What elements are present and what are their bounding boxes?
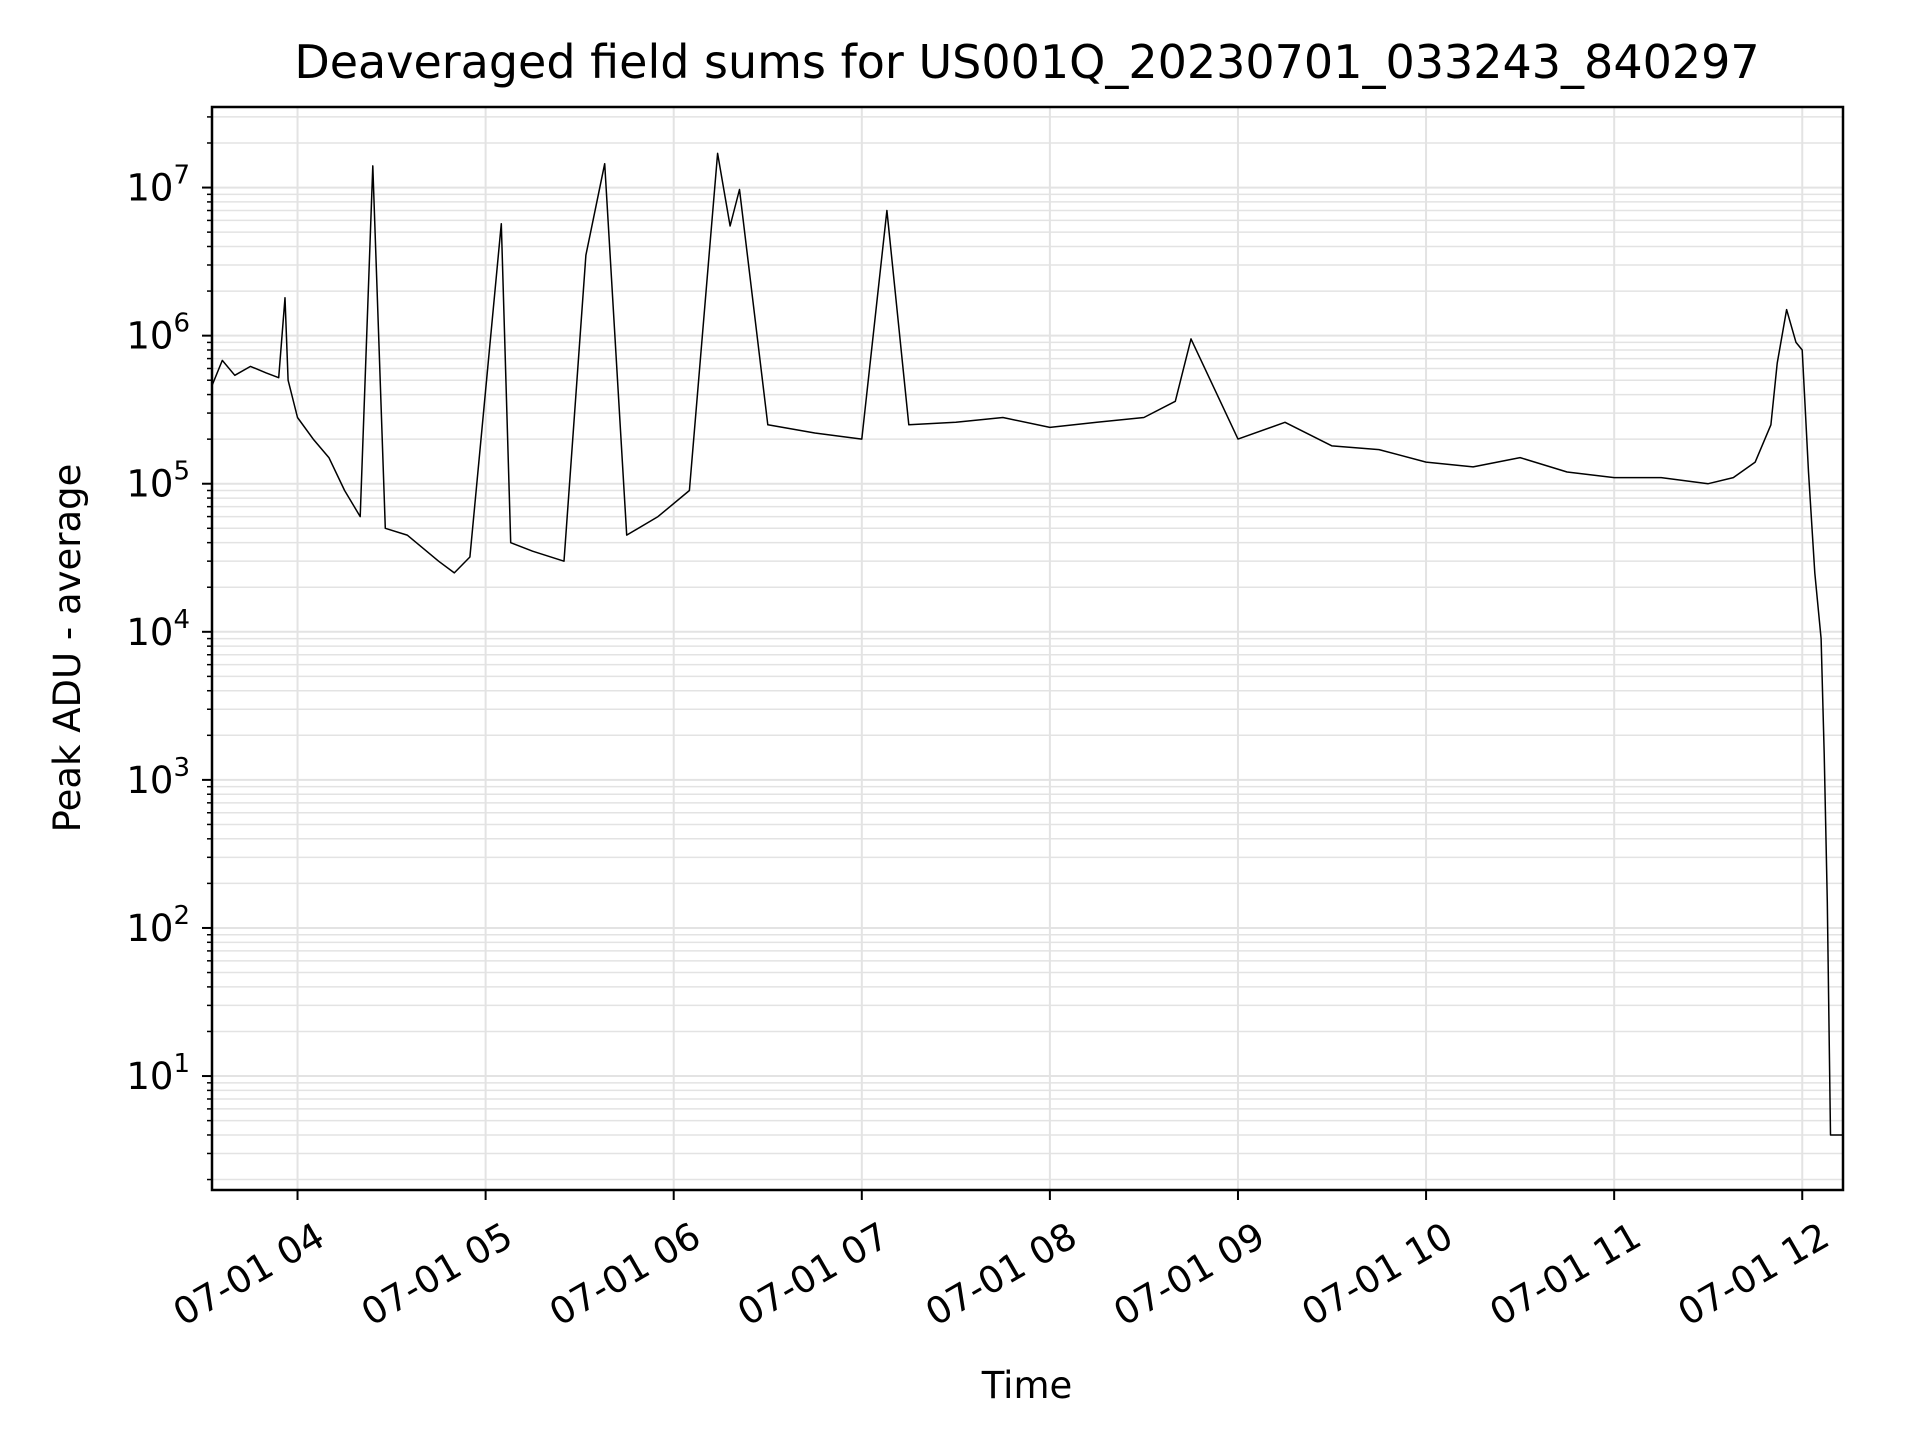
x-tick-label: 07-01 08 [918, 1214, 1084, 1334]
x-axis-label: Time [981, 1364, 1073, 1407]
x-tick-label: 07-01 09 [1107, 1214, 1273, 1334]
y-axis-label: Peak ADU - average [46, 464, 89, 833]
series-line [211, 152, 1843, 1136]
y-tick-label: 103 [126, 753, 190, 802]
grid-layer [212, 107, 1843, 1190]
x-tick-label: 07-01 06 [542, 1214, 708, 1334]
y-tick-label: 102 [126, 901, 190, 950]
x-tick-label: 07-01 10 [1295, 1214, 1461, 1334]
y-tick-label: 105 [126, 457, 190, 506]
y-tick-label: 101 [126, 1049, 190, 1098]
y-tick-label: 106 [126, 309, 190, 358]
x-tick-label: 07-01 11 [1483, 1214, 1649, 1334]
plot-frame [210, 105, 1845, 1192]
chart-title: Deaveraged field sums for US001Q_2023070… [294, 35, 1759, 89]
x-tick-label: 07-01 05 [354, 1214, 520, 1334]
y-tick-label: 104 [126, 605, 190, 654]
x-tick-label: 07-01 12 [1671, 1214, 1837, 1334]
data-layer [211, 152, 1843, 1136]
x-tick-label: 07-01 04 [166, 1214, 332, 1334]
y-tick-label: 107 [126, 161, 190, 210]
x-tick-label: 07-01 07 [730, 1214, 896, 1334]
